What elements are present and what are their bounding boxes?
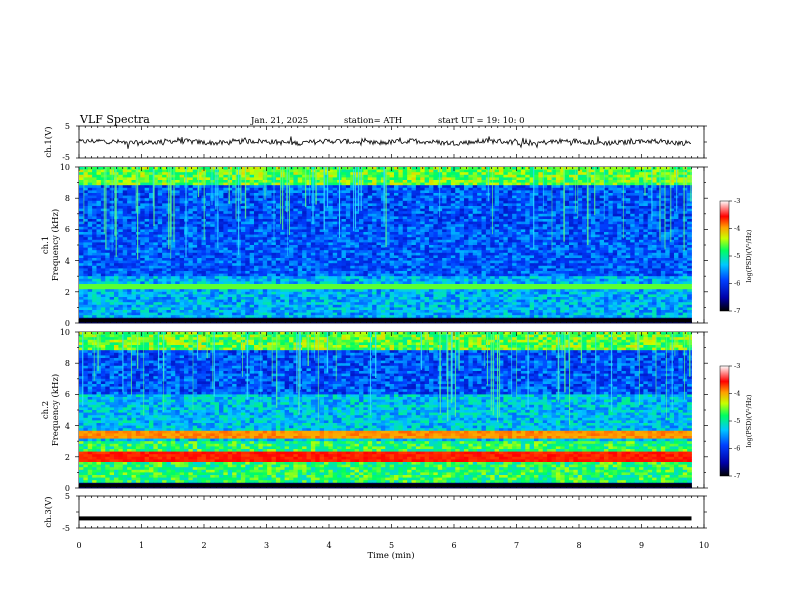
ch1-frequency-axis-title: Frequency (kHz) — [50, 209, 61, 281]
colorbar-ch1-title: log(PSD)(V²/Hz) — [745, 229, 753, 282]
xtick-5: 5 — [389, 541, 394, 550]
colorbar-ch1-tick-neg5: -5 — [734, 252, 740, 260]
ch1-ytick-5: 5 — [65, 122, 70, 131]
ch2-ftick-0: 0 — [65, 484, 70, 493]
ch2-ftick-2: 2 — [65, 453, 70, 462]
ch2-frequency-axis-title: Frequency (kHz) — [50, 374, 61, 446]
ch3-waveform-panel — [78, 495, 705, 529]
xtick-1: 1 — [139, 541, 144, 550]
xtick-6: 6 — [451, 541, 456, 550]
ch1-volt-tick-labels: 5 -5 — [62, 122, 70, 162]
colorbar-ch2-tick-neg6: -6 — [734, 445, 740, 453]
start-time-label: start UT = 19: 10: 0 — [438, 116, 525, 126]
ch2-ftick-8: 8 — [65, 359, 70, 368]
ch3-ytick-neg5: -5 — [62, 524, 70, 533]
ch1-ftick-6: 6 — [65, 225, 70, 234]
date-label: Jan. 21, 2025 — [250, 116, 308, 126]
ch1-spectrogram-panel — [78, 166, 705, 324]
ch2-ftick-4: 4 — [65, 422, 70, 431]
xtick-0: 0 — [76, 541, 81, 550]
ch3-waveform-band — [79, 516, 692, 521]
colorbar-ch2-tick-neg4: -4 — [734, 390, 740, 398]
colorbar-ch2-gradient — [719, 365, 730, 477]
figure-title: VLF Spectra — [79, 113, 150, 126]
ch1-channel-label: ch.1 — [41, 236, 51, 254]
time-tick-labels: 0 1 2 3 4 5 6 7 8 9 10 — [76, 541, 709, 550]
xtick-9: 9 — [639, 541, 644, 550]
ch1-ftick-4: 4 — [65, 257, 70, 266]
ch3-volt-axis-title: ch.3(V) — [43, 496, 54, 527]
ch1-ftick-0: 0 — [65, 319, 70, 328]
colorbar-ch1-tick-neg4: -4 — [734, 225, 740, 233]
colorbar-ch1-tick-neg7: -7 — [734, 307, 740, 315]
ch1-freq-tick-labels: 10 8 6 4 2 0 — [60, 163, 70, 328]
time-axis-title: Time (min) — [367, 550, 414, 561]
xtick-3: 3 — [264, 541, 269, 550]
station-label: station= ATH — [344, 116, 402, 126]
ch1-ytick-neg5: -5 — [62, 153, 70, 162]
ch3-ytick-5: 5 — [65, 492, 70, 501]
axis-ticks — [75, 125, 708, 529]
ch3-volt-tick-labels: 5 -5 — [62, 492, 70, 533]
ch2-ftick-10: 10 — [60, 328, 70, 337]
colorbar-ch1-tick-neg3: -3 — [734, 197, 740, 205]
ch1-waveform-line — [78, 136, 692, 149]
ch1-ftick-10: 10 — [60, 163, 70, 172]
colorbar-ch2-tick-neg3: -3 — [734, 362, 740, 370]
colorbar-ch1: -3 -4 -5 -6 -7 log(PSD)(V²/Hz) — [719, 197, 753, 315]
ch2-ftick-6: 6 — [65, 390, 70, 399]
xtick-7: 7 — [514, 541, 519, 550]
xtick-2: 2 — [201, 541, 206, 550]
xtick-10: 10 — [699, 541, 709, 550]
colorbar-ch2: -3 -4 -5 -6 -7 log(PSD)(V²/Hz) — [719, 362, 753, 480]
xtick-4: 4 — [326, 541, 331, 550]
ch1-ftick-8: 8 — [65, 194, 70, 203]
colorbar-ch1-tick-neg6: -6 — [734, 280, 740, 288]
ch2-spectrogram-image — [79, 332, 692, 489]
colorbar-ch2-title: log(PSD)(V²/Hz) — [745, 394, 753, 447]
ch1-waveform-panel — [78, 125, 705, 159]
ch1-ftick-2: 2 — [65, 288, 70, 297]
xtick-8: 8 — [576, 541, 581, 550]
colorbar-ch2-tick-neg5: -5 — [734, 417, 740, 425]
colorbar-ch2-tick-neg7: -7 — [734, 472, 740, 480]
ch2-spectrogram-panel — [78, 331, 705, 489]
ch2-channel-label: ch.2 — [41, 401, 51, 419]
ch1-volt-axis-title: ch.1(V) — [43, 126, 54, 157]
ch2-freq-tick-labels: 10 8 6 4 2 0 — [60, 328, 70, 493]
colorbar-ch1-gradient — [719, 200, 730, 312]
ch1-spectrogram-image — [79, 167, 692, 324]
